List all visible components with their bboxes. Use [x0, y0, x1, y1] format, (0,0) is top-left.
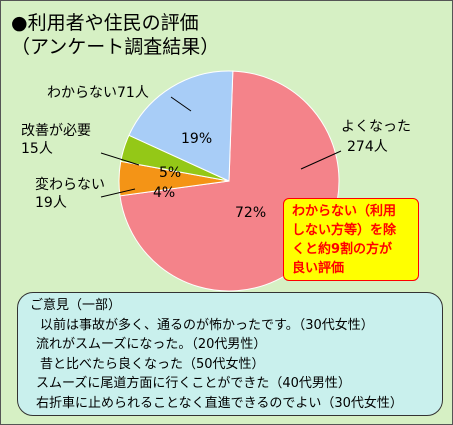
slice-label-kawaranai-name: 変わらない — [35, 176, 105, 193]
pct-label-wakaranai: 19% — [181, 131, 212, 147]
comment-item: 昔と比べたら良くなった（50代女性） — [40, 356, 265, 372]
slice-label-kawaranai-count: 19人 — [35, 195, 67, 211]
pct-label-kawaranai: 4% — [153, 185, 175, 201]
pie-slice-wakaranai — [128, 70, 234, 182]
slice-label-yoku-name: よくなった — [341, 119, 411, 135]
page-title: ●利用者や住民の評価 （アンケート調査結果） — [11, 11, 219, 59]
slice-label-kaizen-count: 15人 — [21, 141, 53, 157]
callout-line-2: しない方等）を除 — [292, 223, 397, 238]
callout-line-3: くと約9割の方が — [292, 242, 393, 257]
comment-item: スムーズに尾道方面に行くことができた（40代男性） — [36, 376, 351, 391]
leader-line-kawaranai — [100, 188, 136, 198]
leader-line-wakaranai — [170, 96, 192, 112]
leader-line-kaizen — [100, 152, 140, 166]
leader-line-yoku — [300, 150, 342, 170]
pct-label-kaizen: 5% — [159, 165, 181, 181]
title-line-2: （アンケート調査結果） — [11, 36, 220, 58]
callout-line-1: わからない（利用 — [292, 204, 397, 219]
callout-box: わからない（利用 しない方等）を除 くと約9割の方が 良い評価 — [283, 198, 419, 281]
callout-line-4: 良い評価 — [292, 261, 345, 276]
pct-label-yoku: 72% — [235, 205, 266, 221]
comment-item: 以前は事故が多く、通るのが怖かったです。（30代女性） — [40, 317, 374, 333]
comment-item: 流れがスムーズになった。（20代男性） — [36, 337, 267, 352]
slice-label-kaizen-name: 改善が必要 — [21, 123, 91, 139]
comments-heading: ご意見（一部） — [30, 298, 122, 313]
title-line-1: ●利用者や住民の評価 — [11, 12, 199, 34]
slice-label-wakaranai-name: わからない71人 — [47, 85, 149, 101]
comments-box: ご意見（一部） 以前は事故が多く、通るのが怖かったです。（30代女性） 流れがス… — [17, 292, 443, 416]
comment-item: 右折車に止められることなく直進できるのでよい（30代女性） — [36, 395, 403, 411]
slice-label-yoku-count: 274人 — [347, 139, 388, 155]
